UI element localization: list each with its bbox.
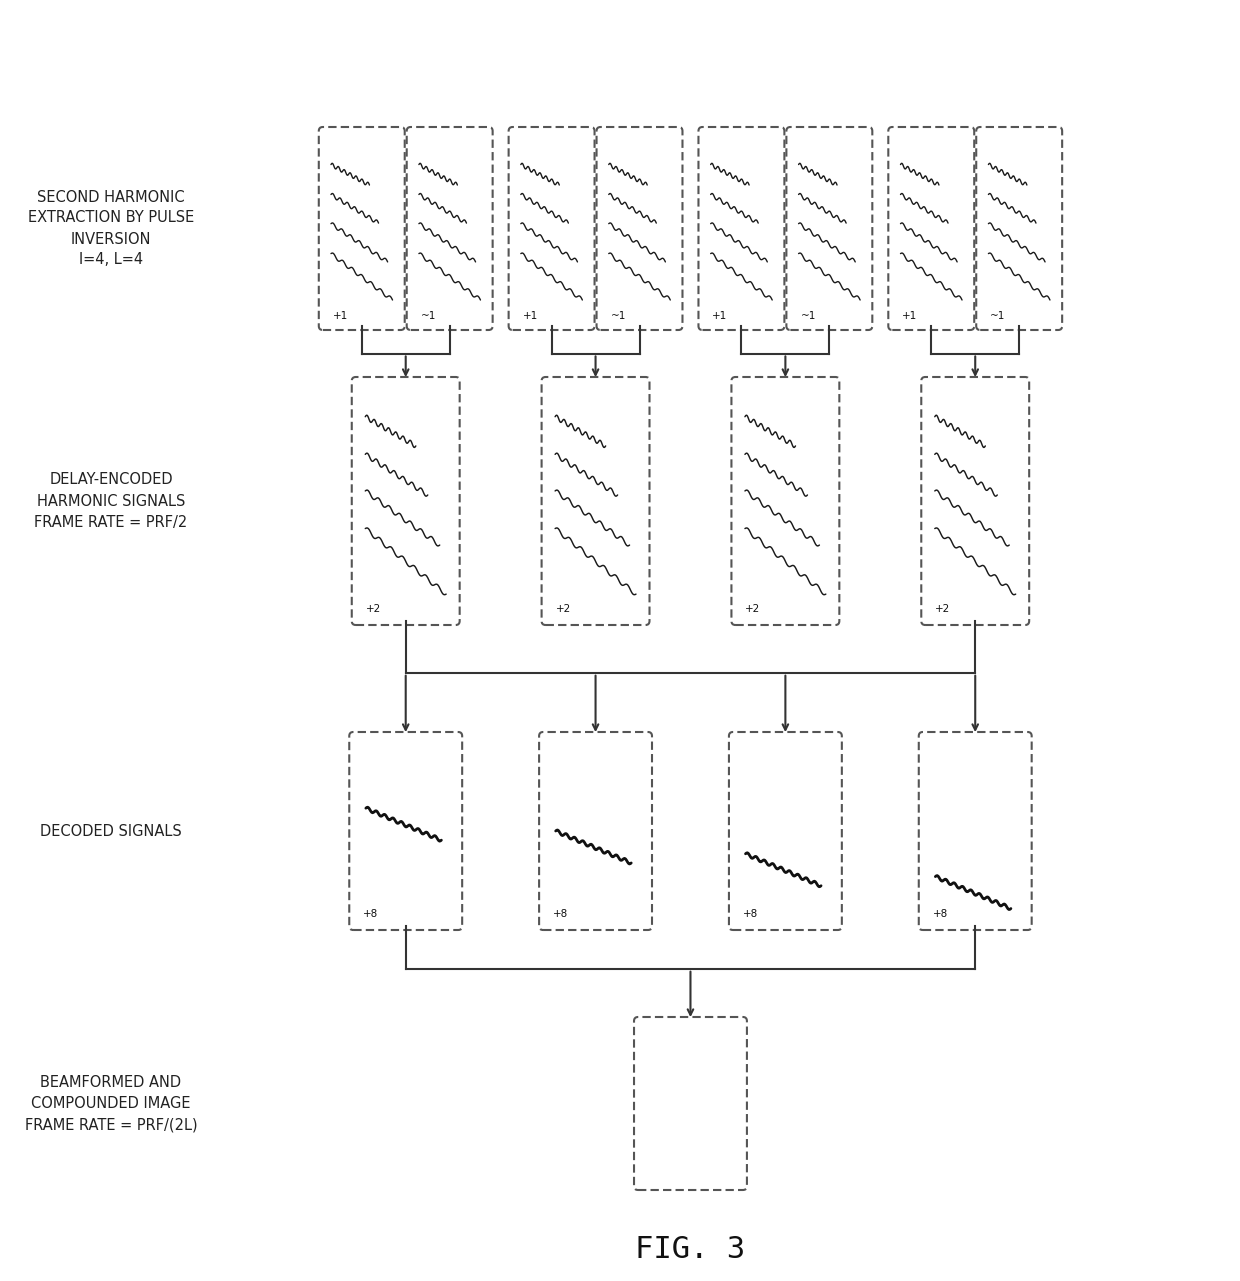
Text: +8: +8 <box>743 910 758 918</box>
FancyBboxPatch shape <box>732 377 839 625</box>
Text: ~1: ~1 <box>420 311 436 322</box>
Text: +1: +1 <box>522 311 538 322</box>
Text: +2: +2 <box>556 605 570 614</box>
Text: +2: +2 <box>935 605 951 614</box>
Text: ~1: ~1 <box>800 311 816 322</box>
FancyBboxPatch shape <box>786 127 872 330</box>
FancyBboxPatch shape <box>508 127 594 330</box>
FancyBboxPatch shape <box>539 731 652 930</box>
Text: +2: +2 <box>745 605 760 614</box>
Text: ~1: ~1 <box>991 311 1006 322</box>
Text: DELAY-ENCODED
HARMONIC SIGNALS
FRAME RATE = PRF/2: DELAY-ENCODED HARMONIC SIGNALS FRAME RAT… <box>35 473 187 529</box>
FancyBboxPatch shape <box>921 377 1029 625</box>
FancyBboxPatch shape <box>919 731 1032 930</box>
FancyBboxPatch shape <box>888 127 975 330</box>
FancyBboxPatch shape <box>634 1017 746 1190</box>
Text: +1: +1 <box>332 311 348 322</box>
Text: +1: +1 <box>713 311 728 322</box>
FancyBboxPatch shape <box>596 127 682 330</box>
Text: FIG. 3: FIG. 3 <box>635 1235 745 1263</box>
FancyBboxPatch shape <box>319 127 404 330</box>
FancyBboxPatch shape <box>976 127 1063 330</box>
Text: +1: +1 <box>903 311 918 322</box>
FancyBboxPatch shape <box>698 127 785 330</box>
FancyBboxPatch shape <box>542 377 650 625</box>
Text: +8: +8 <box>932 910 949 918</box>
Text: BEAMFORMED AND
COMPOUNDED IMAGE
FRAME RATE = PRF/(2L): BEAMFORMED AND COMPOUNDED IMAGE FRAME RA… <box>25 1075 197 1132</box>
FancyBboxPatch shape <box>350 731 463 930</box>
Text: ~1: ~1 <box>610 311 626 322</box>
Text: +2: +2 <box>366 605 381 614</box>
Text: DECODED SIGNALS: DECODED SIGNALS <box>40 824 182 839</box>
Text: SECOND HARMONIC
EXTRACTION BY PULSE
INVERSION
l=4, L=4: SECOND HARMONIC EXTRACTION BY PULSE INVE… <box>27 190 195 268</box>
FancyBboxPatch shape <box>729 731 842 930</box>
Text: +8: +8 <box>363 910 378 918</box>
FancyBboxPatch shape <box>407 127 492 330</box>
FancyBboxPatch shape <box>352 377 460 625</box>
Text: +8: +8 <box>553 910 568 918</box>
